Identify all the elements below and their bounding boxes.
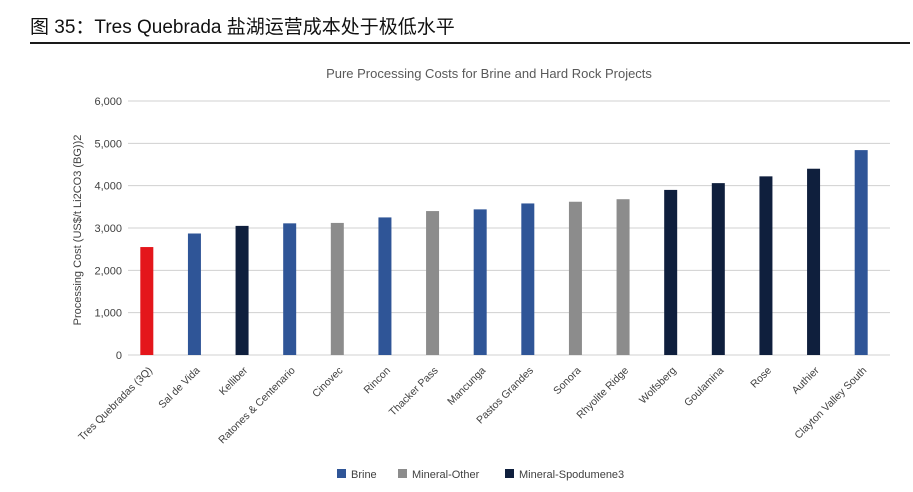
y-tick-label: 5,000 xyxy=(94,138,122,150)
bar xyxy=(283,223,297,355)
x-tick-label: Kelliber xyxy=(217,364,251,398)
bar xyxy=(568,201,582,355)
figure-caption: 图 35：Tres Quebrada 盐湖运营成本处于极低水平 xyxy=(30,10,910,44)
bar xyxy=(711,183,725,355)
bar xyxy=(616,199,630,355)
legend-label: Mineral-Spodumene3 xyxy=(519,469,624,481)
x-tick-label: Sal de Vida xyxy=(156,365,202,411)
legend-swatch xyxy=(337,469,346,478)
legend-label: Mineral-Other xyxy=(412,469,480,481)
bar xyxy=(759,176,773,355)
gridlines xyxy=(128,100,890,356)
bar xyxy=(330,222,344,355)
x-tick-label: Goulamina xyxy=(682,365,727,410)
bar xyxy=(521,203,535,355)
x-tick-label: Rincon xyxy=(361,365,393,397)
bar xyxy=(187,233,201,355)
x-tick-label: Cinovec xyxy=(310,365,345,400)
bar xyxy=(235,225,249,355)
bar xyxy=(378,217,392,355)
y-axis-label: Processing Cost (US$/t Li2CO3 (BG))2 xyxy=(72,135,84,326)
chart-title: Pure Processing Costs for Brine and Hard… xyxy=(326,66,652,81)
y-tick-label: 2,000 xyxy=(94,265,122,277)
bar xyxy=(807,168,821,355)
y-tick-label: 4,000 xyxy=(94,181,122,193)
legend-swatch xyxy=(505,469,514,478)
bar xyxy=(664,189,678,355)
y-tick-label: 0 xyxy=(116,350,122,362)
x-axis-ticks: Tres Quebradas (3Q) Sal de Vida KelliberRa… xyxy=(76,364,869,446)
bar xyxy=(140,247,154,355)
y-tick-label: 1,000 xyxy=(94,308,122,320)
x-tick-label: Mancunga xyxy=(445,365,488,408)
y-axis-ticks: 0 1,000 2,000 3,000 4,000 5,000 6,000 xyxy=(94,96,122,362)
bar xyxy=(426,211,440,355)
legend-label: Brine xyxy=(351,469,377,481)
x-tick-label: Wolfsberg xyxy=(637,365,679,407)
x-tick-label: Authier xyxy=(790,364,822,396)
x-tick-label: Sonora xyxy=(551,365,584,398)
y-tick-label: 6,000 xyxy=(94,96,122,108)
x-tick-label: Tres Quebradas (3Q) xyxy=(76,365,155,444)
legend-swatch xyxy=(398,469,407,478)
x-tick-label: Rose xyxy=(748,365,774,391)
x-tick-label: Thacker Pass xyxy=(387,365,441,419)
legend: Brine Mineral-Other Mineral-Spodumene3 xyxy=(337,469,624,481)
bar xyxy=(473,209,487,355)
bars xyxy=(140,150,868,355)
bar xyxy=(854,150,868,355)
y-tick-label: 3,000 xyxy=(94,223,122,235)
figure-caption-text: 图 35：Tres Quebrada 盐湖运营成本处于极低水平 xyxy=(30,17,455,38)
